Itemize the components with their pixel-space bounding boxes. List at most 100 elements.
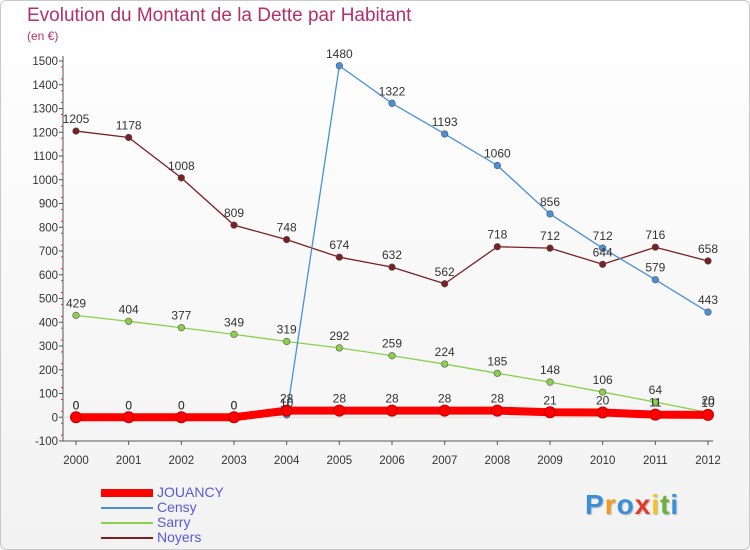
data-label: 0 xyxy=(73,398,80,412)
data-label: 748 xyxy=(277,221,297,235)
data-point-jouancy xyxy=(175,411,188,424)
logo-letter: i xyxy=(651,489,661,520)
data-point-sarry xyxy=(72,311,80,319)
y-tick-label: 1300 xyxy=(32,104,58,116)
data-point-sarry xyxy=(599,388,607,396)
legend-swatch-sarry xyxy=(101,522,153,524)
y-tick-label: 1200 xyxy=(32,127,58,139)
legend-label-noyers: Noyers xyxy=(157,529,202,545)
y-tick-label: 1400 xyxy=(32,80,58,92)
data-point-jouancy xyxy=(333,404,346,417)
data-label: 10 xyxy=(280,396,294,410)
data-point-sarry xyxy=(177,324,185,332)
data-label: 809 xyxy=(224,206,244,220)
chart-title: Evolution du Montant de la Dette par Hab… xyxy=(27,5,412,26)
data-point-sarry xyxy=(441,360,449,368)
data-label: 1205 xyxy=(63,112,90,126)
data-label: 0 xyxy=(178,398,185,412)
data-point-noyers xyxy=(546,244,554,252)
data-label: 1193 xyxy=(432,115,458,129)
data-label: 404 xyxy=(119,302,139,316)
x-tick-label: 2000 xyxy=(63,455,89,467)
data-point-noyers xyxy=(704,257,712,265)
legend-label-censy: Censy xyxy=(157,499,197,515)
data-label: 28 xyxy=(491,392,505,406)
data-label: 0 xyxy=(178,398,185,412)
y-tick-label: 700 xyxy=(39,246,58,258)
y-tick-label: 1500 xyxy=(32,56,58,68)
data-point-noyers xyxy=(283,236,291,244)
data-point-jouancy xyxy=(228,411,240,424)
proxiti-logo: Proxiti xyxy=(585,489,679,521)
data-label: 1060 xyxy=(484,147,511,161)
data-point-censy xyxy=(704,308,712,316)
data-label: 20 xyxy=(701,394,715,408)
data-point-sarry xyxy=(546,378,554,386)
y-tick-label: 200 xyxy=(39,365,58,377)
data-point-noyers xyxy=(230,221,238,229)
data-point-jouancy xyxy=(702,408,714,421)
logo-letter: o xyxy=(616,489,635,520)
legend-swatch-censy xyxy=(101,507,153,509)
data-label: 718 xyxy=(487,228,507,242)
data-point-sarry xyxy=(493,369,501,377)
data-label: 28 xyxy=(280,392,294,406)
data-label: 712 xyxy=(540,229,560,243)
data-label: 579 xyxy=(645,261,665,275)
data-point-noyers xyxy=(125,133,133,142)
data-label: 429 xyxy=(66,296,86,310)
data-point-jouancy xyxy=(70,411,82,424)
data-point-censy xyxy=(493,161,501,170)
legend-label-sarry: Sarry xyxy=(157,514,191,530)
data-point-noyers xyxy=(441,280,449,288)
data-label: 224 xyxy=(435,345,455,359)
y-tick-label: 300 xyxy=(39,341,58,353)
data-label: 185 xyxy=(487,354,507,368)
legend-swatch-jouancy xyxy=(101,489,153,497)
data-point-censy xyxy=(388,99,396,107)
data-label: 0 xyxy=(125,398,132,412)
x-tick-label: 2011 xyxy=(643,455,668,467)
data-point-noyers xyxy=(651,243,659,251)
x-tick-label: 2009 xyxy=(537,455,563,467)
data-label: 632 xyxy=(382,248,402,262)
legend-label-jouancy: JOUANCY xyxy=(157,484,224,500)
data-label: 658 xyxy=(698,242,718,256)
logo-letter: i xyxy=(670,489,680,520)
logo-letter: r xyxy=(604,489,617,520)
data-point-noyers xyxy=(72,127,80,135)
x-tick-label: 2007 xyxy=(432,455,458,467)
data-label: 10 xyxy=(701,396,715,410)
y-tick-label: 1100 xyxy=(33,151,58,163)
data-label: 0 xyxy=(73,398,80,412)
data-point-noyers xyxy=(599,260,607,268)
x-tick-label: 2004 xyxy=(274,455,300,467)
data-label: 28 xyxy=(385,392,399,406)
data-point-jouancy xyxy=(596,406,609,419)
y-tick-label: -100 xyxy=(35,436,58,448)
data-label: 64 xyxy=(649,383,663,397)
data-label: 377 xyxy=(171,309,191,323)
y-tick-label: 900 xyxy=(39,199,58,211)
x-tick-label: 2010 xyxy=(590,455,616,467)
data-point-jouancy xyxy=(438,404,451,417)
data-label: 1008 xyxy=(168,159,195,173)
y-tick-label: 100 xyxy=(39,389,58,401)
y-tick-label: 1000 xyxy=(32,175,58,187)
unit-label: (en €) xyxy=(27,29,59,43)
data-point-sarry xyxy=(388,352,396,360)
data-label: 319 xyxy=(277,322,297,336)
data-point-censy xyxy=(599,244,607,252)
data-point-jouancy xyxy=(491,404,504,417)
data-label: 106 xyxy=(593,373,613,387)
data-label: 148 xyxy=(540,363,560,377)
data-label: 20 xyxy=(596,394,610,408)
data-point-censy xyxy=(441,130,449,138)
series-line-censy xyxy=(75,65,709,418)
data-label: 443 xyxy=(698,293,718,307)
data-point-sarry xyxy=(230,330,238,338)
x-tick-label: 2008 xyxy=(485,455,511,467)
data-label: 712 xyxy=(593,229,613,243)
logo-letter: P xyxy=(585,489,605,520)
